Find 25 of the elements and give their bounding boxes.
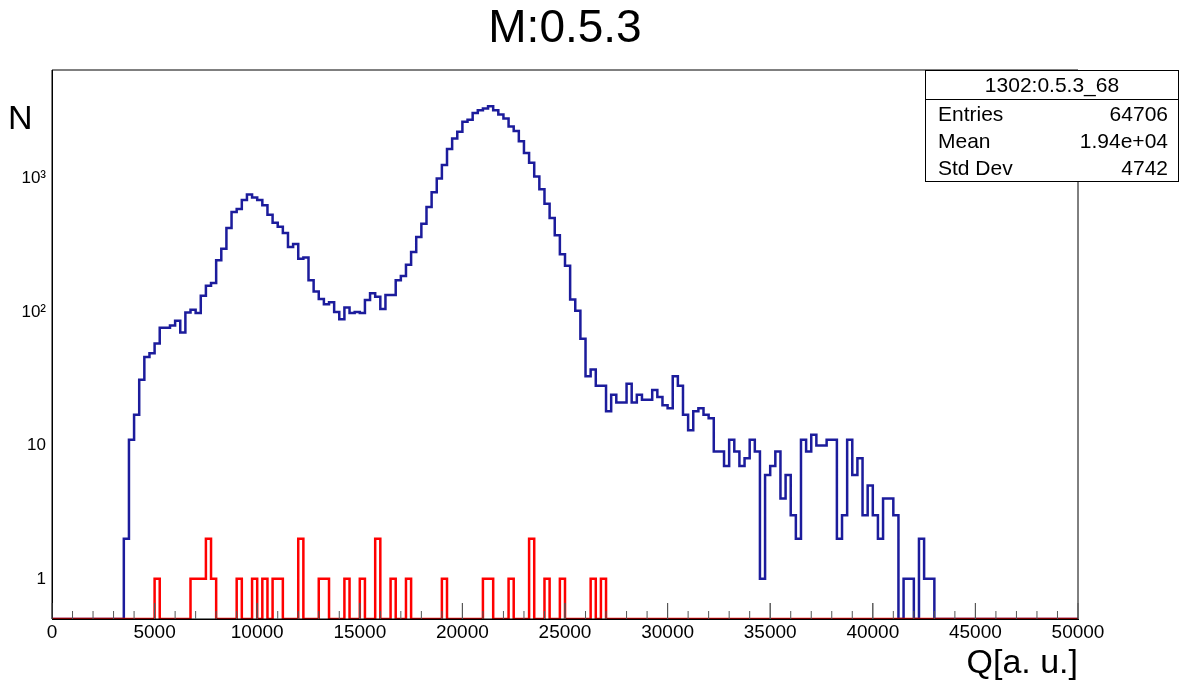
annotation: Mean xyxy=(938,128,991,154)
x-tick-label: 45000 xyxy=(948,620,1002,642)
y-tick-label: 10 xyxy=(27,435,46,455)
y-axis-title: N xyxy=(8,98,33,137)
x-tick-label: 30000 xyxy=(641,620,695,642)
annotation: Entries xyxy=(938,101,1004,127)
x-tick-label: 0 xyxy=(46,620,58,642)
x-tick-label: 40000 xyxy=(846,620,900,642)
y-tick-label: 10² xyxy=(21,301,47,321)
chart-title: M:0.5.3 xyxy=(488,0,642,52)
text: 1.94e+04 xyxy=(1079,128,1168,154)
x-tick-label: 5000 xyxy=(133,620,176,642)
x-axis-title: Q[a. u.] xyxy=(966,642,1078,681)
annotation: 1302:0.5.3_68 xyxy=(926,71,1178,100)
x-tick-label: 50000 xyxy=(1051,620,1105,642)
annotation: Std Dev xyxy=(938,155,1013,181)
x-tick-label: 20000 xyxy=(435,620,489,642)
text: 64706 xyxy=(1109,101,1168,127)
x-tick-label: 25000 xyxy=(538,620,592,642)
y-tick-label: 10³ xyxy=(21,168,47,188)
x-tick-label: 35000 xyxy=(743,620,797,642)
x-tick-label: 15000 xyxy=(333,620,387,642)
y-tick-label: 1 xyxy=(36,568,46,588)
x-tick-label: 10000 xyxy=(230,620,284,642)
text: 4742 xyxy=(1121,155,1168,181)
